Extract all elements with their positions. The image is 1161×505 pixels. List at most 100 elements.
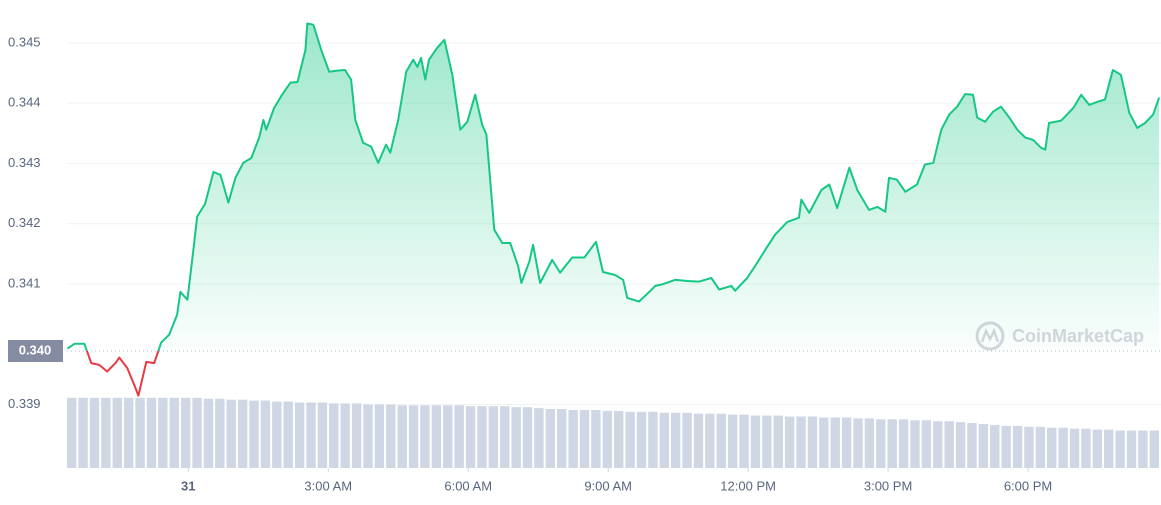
volume-bar [591,409,601,468]
price-area [67,23,1160,351]
volume-bar [78,397,88,468]
volume-bar [226,399,236,468]
volume-bar [579,409,590,468]
volume-bar [864,418,875,468]
volume-bar [397,405,407,468]
volume-bar [705,413,715,468]
volume-bar [955,422,966,468]
volume-bar [215,398,225,468]
volume-bar [1024,426,1034,468]
volume-bar [386,404,396,468]
volume-bar [693,413,704,468]
volume-bar [272,401,282,468]
y-tick-label: 0.339 [8,396,41,411]
volume-bar [306,402,316,468]
volume-bar [534,408,544,468]
y-tick-label: 0.344 [8,95,41,110]
volume-bar [750,415,761,468]
volume-bar [1115,430,1125,468]
volume-bar [431,405,442,468]
volume-bar [1081,428,1091,468]
x-tick-label: 3:00 AM [304,478,352,493]
volume-bar [830,417,840,468]
volume-bar [169,397,179,468]
volume-bar [1001,425,1011,468]
volume-bar [465,406,476,468]
watermark: CoinMarketCap [975,321,1144,351]
volume-bar [101,397,111,468]
volume-bar [1058,427,1068,468]
volume-bar [670,412,681,468]
volume-bar [625,411,635,468]
x-tick-label: 31 [181,478,195,493]
volume-bar [408,405,419,468]
volume-bar [568,409,578,468]
volume-bar [511,407,521,468]
volume-bar [773,415,783,468]
volume-bar [329,403,339,468]
watermark-text: CoinMarketCap [1012,326,1144,346]
volume-bar [853,418,863,468]
volume-bar [1104,429,1114,468]
volume-bar [648,411,658,468]
x-tick-label: 6:00 AM [444,478,492,493]
volume-bar [841,417,852,468]
volume-bar [739,414,749,468]
volume-bar [762,415,772,468]
volume-bar [283,401,293,468]
volume-bar [557,409,567,468]
volume-bar [454,405,464,468]
volume-bar [260,400,271,468]
volume-bar [1138,430,1148,468]
y-tick-label: 0.342 [8,215,41,230]
volume-bar [1035,426,1046,468]
volume-bar [203,398,214,468]
x-tick-label: 9:00 AM [584,478,632,493]
volume-bar [123,397,134,468]
volume-bar [614,410,624,468]
volume-bar [1012,425,1023,468]
volume-bar [112,397,122,468]
volume-bar [727,414,738,468]
volume-bar [819,417,829,468]
x-tick-label: 3:00 PM [864,478,912,493]
volume-bar [522,407,533,468]
volume-bar [796,416,806,468]
volume-bar [1069,428,1080,468]
volume-bar [294,402,305,468]
y-tick-label: 0.343 [8,155,41,170]
volume-bar [784,416,795,468]
volume-bar [990,424,1000,468]
volume-bar [443,405,453,468]
reference-label-box [8,340,63,362]
volume-bar [146,397,157,468]
x-tick-label: 12:00 PM [720,478,776,493]
volume-bar [317,402,328,468]
volume-bar [682,412,692,468]
volume-bar [488,406,499,468]
y-tick-label: 0.341 [8,275,41,290]
volume-bar [1126,430,1137,468]
volume-bar [887,419,897,468]
volume-bar [659,412,669,468]
volume-bar [351,403,362,468]
volume-bar [249,400,259,468]
volume-bar [910,420,920,468]
volume-bar [602,410,612,468]
volume-bar [876,419,886,468]
volume-bar [636,411,647,468]
x-tick-label: 6:00 PM [1004,478,1052,493]
volume-bar [374,404,385,468]
volume-bar [363,404,373,468]
volume-bar [898,419,909,468]
volume-bar [1149,430,1159,468]
y-tick-label: 0.345 [8,34,41,49]
volume-bar [180,397,191,468]
price-line [66,22,1161,351]
volume-bar [477,406,487,468]
volume-bar [944,421,954,468]
volume-bar [237,399,248,468]
volume-bar [545,409,556,468]
volume-bar [716,413,726,468]
